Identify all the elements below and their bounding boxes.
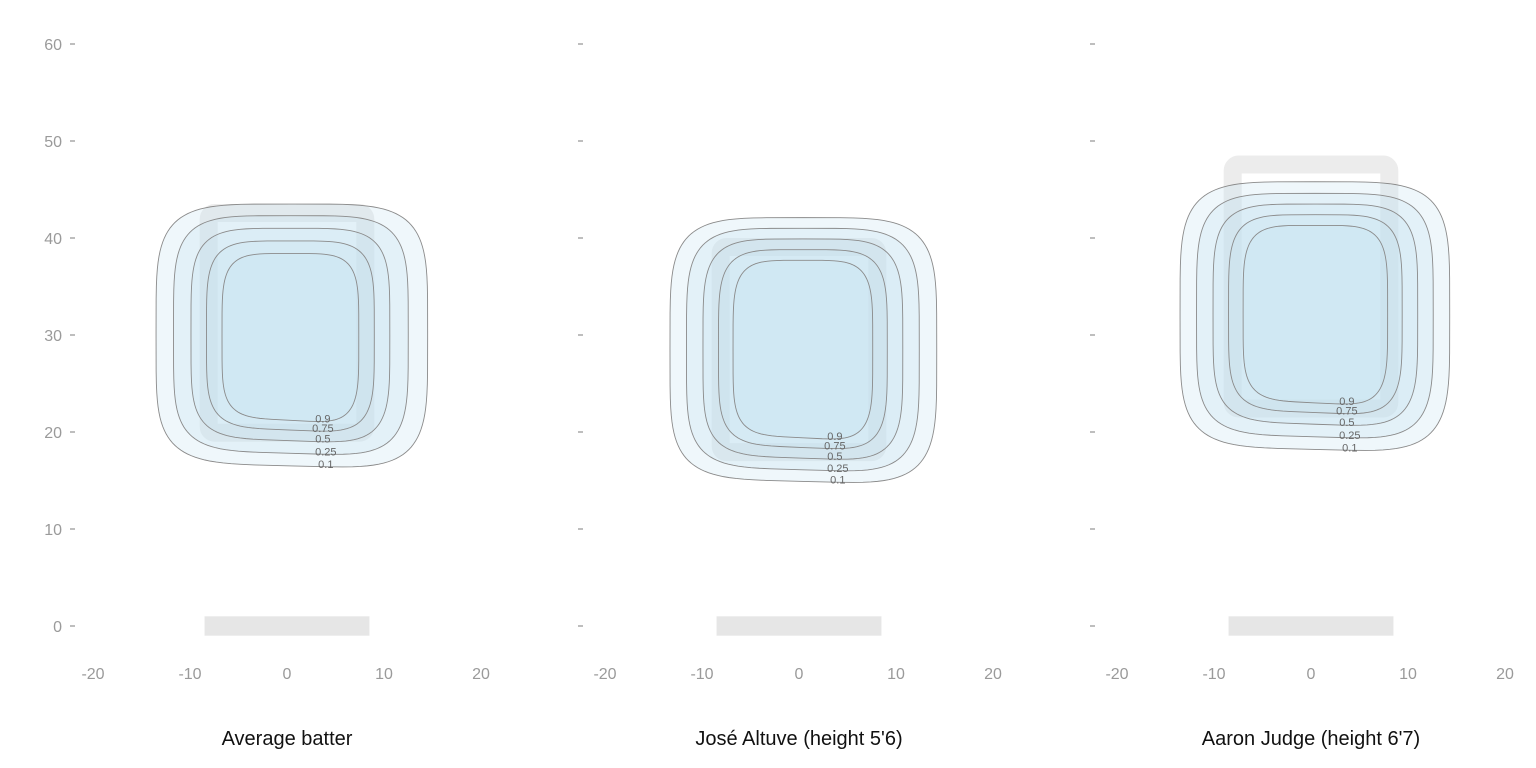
contour-line (702, 238, 904, 460)
contour-band (733, 260, 873, 439)
contour-label: 0.9 (1339, 396, 1354, 408)
strike-zone (1223, 155, 1399, 418)
contour-band (1228, 214, 1403, 414)
contour-band (222, 253, 359, 422)
contour-label: 0.75 (824, 441, 845, 453)
home-plate (204, 616, 370, 636)
contour-label: 0.25 (827, 463, 848, 475)
y-tick-label: 60 (44, 37, 62, 54)
contour-band (702, 238, 903, 460)
contour-group (669, 217, 938, 483)
contour-label: 0.1 (1342, 442, 1357, 454)
x-tick-label: -10 (1202, 666, 1225, 683)
strike-zone (711, 238, 887, 462)
contour-band (173, 215, 409, 455)
y-tick-label: 20 (44, 425, 62, 442)
panel-3: -20 -10 0 10 20 0.90.750.50.250.1 Aaron Judge … (1090, 43, 1514, 750)
x-tick-label: -20 (81, 666, 104, 683)
contour-line (206, 240, 375, 432)
contour-label: 0.25 (315, 446, 336, 458)
x-tick-label: 0 (795, 666, 804, 683)
x-tick-label: 10 (375, 666, 393, 683)
x-tick-label: 0 (1307, 666, 1316, 683)
x-tick-label: 20 (472, 666, 490, 683)
contour-line (155, 203, 429, 468)
panel-title: Aaron Judge (height 6'7) (1202, 728, 1420, 750)
contour-line (190, 227, 391, 443)
x-tick-label: -20 (1105, 666, 1128, 683)
panel-title: José Altuve (height 5'6) (695, 728, 902, 750)
x-tick-label: 10 (1399, 666, 1417, 683)
contour-line (221, 253, 360, 422)
panel-1: 0 10 20 30 40 50 60 -20 -10 0 10 20 0.90.750.50.250.… (44, 37, 490, 750)
contour-label: 0.9 (315, 413, 330, 425)
contour-label: 0.1 (318, 459, 333, 471)
x-tick-label: -10 (178, 666, 201, 683)
x-tick-label: 0 (283, 666, 292, 683)
contour-line (732, 259, 874, 440)
home-plate (716, 616, 882, 636)
strike-zone (199, 204, 375, 442)
contour-line (1228, 214, 1403, 415)
contour-band (718, 249, 888, 449)
contour-line (718, 249, 888, 450)
x-tick-label: 10 (887, 666, 905, 683)
y-tick-label: 0 (53, 619, 62, 636)
contour-line (669, 217, 938, 483)
x-tick-label: -20 (593, 666, 616, 683)
contour-band (1243, 225, 1388, 404)
contour-label: 0.9 (827, 431, 842, 443)
contour-line (173, 215, 409, 455)
contour-line (1242, 224, 1389, 405)
contour-line (1196, 192, 1434, 439)
contour-line (1179, 181, 1451, 451)
contour-label: 0.25 (1339, 430, 1360, 442)
y-tick-label: 40 (44, 231, 62, 248)
contour-band (1213, 204, 1418, 426)
y-tick-label: 10 (44, 522, 62, 539)
contour-label: 0.5 (827, 451, 842, 463)
contour-group (155, 203, 429, 468)
y-tick-label: 30 (44, 328, 62, 345)
contour-label: 0.75 (1336, 406, 1357, 418)
contour-band (156, 204, 428, 467)
contour-group (1179, 181, 1451, 451)
contour-label: 0.75 (312, 423, 333, 435)
panel-title: Average batter (222, 728, 353, 750)
contour-band (686, 228, 920, 471)
contour-line (1212, 203, 1419, 426)
home-plate (1228, 616, 1394, 636)
contour-band (206, 240, 375, 432)
contour-line (686, 227, 920, 472)
x-tick-label: -10 (690, 666, 713, 683)
x-tick-label: 20 (984, 666, 1002, 683)
contour-label: 0.5 (1339, 417, 1354, 429)
contour-label: 0.5 (315, 434, 330, 446)
contour-band (190, 228, 390, 442)
x-tick-label: 20 (1496, 666, 1514, 683)
panel-2: -20 -10 0 10 20 0.90.750.50.250.1 José Altuve … (578, 43, 1002, 750)
contour-band (1196, 193, 1434, 438)
contour-label: 0.1 (830, 474, 845, 486)
y-tick-label: 50 (44, 134, 62, 151)
